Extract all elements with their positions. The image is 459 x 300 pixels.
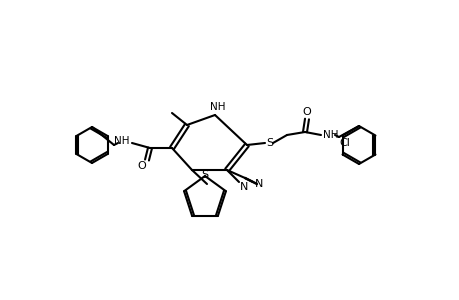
Text: Cl: Cl — [338, 137, 349, 148]
Text: O: O — [137, 161, 146, 171]
Text: S: S — [201, 170, 208, 180]
Text: NH: NH — [114, 136, 129, 146]
Text: S: S — [266, 138, 273, 148]
Text: NH: NH — [210, 102, 225, 112]
Text: NH: NH — [323, 130, 338, 140]
Text: N: N — [254, 179, 263, 189]
Text: O: O — [302, 107, 311, 117]
Text: N: N — [239, 182, 248, 192]
